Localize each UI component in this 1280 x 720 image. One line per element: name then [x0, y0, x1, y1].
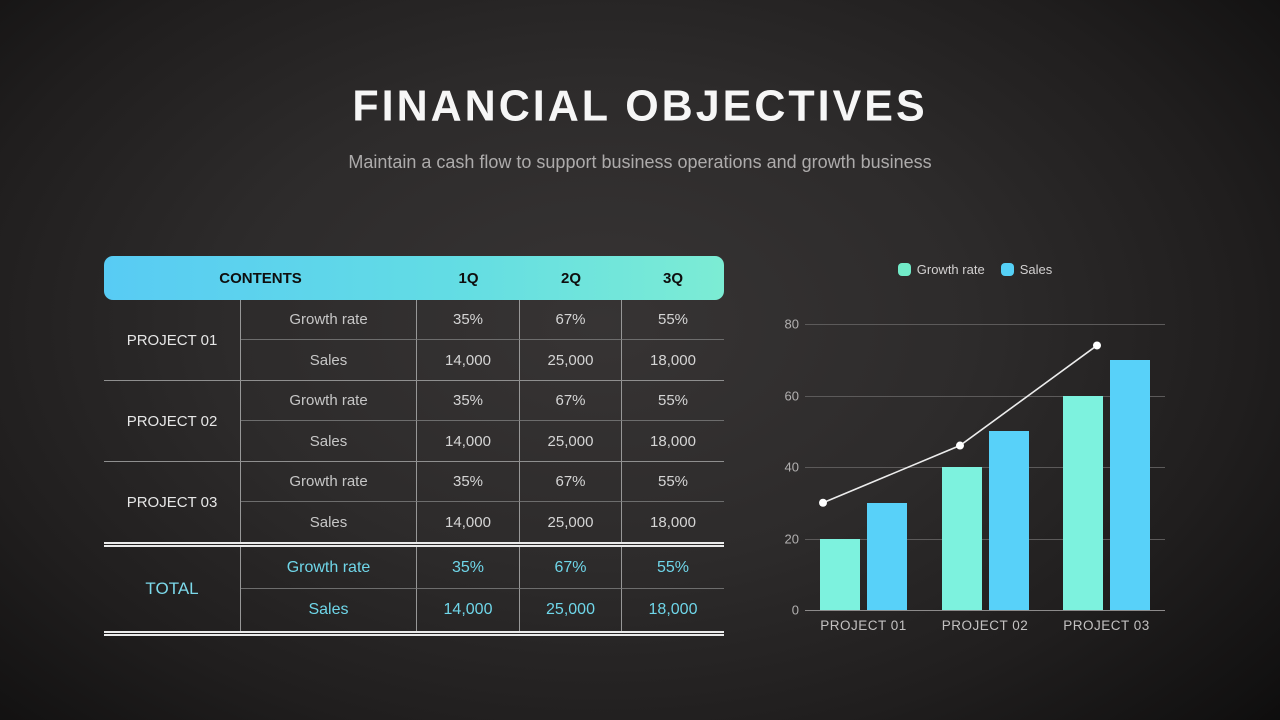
bar-growth-rate-2 [1063, 395, 1103, 610]
legend-item-growth-rate: Growth rate [897, 262, 985, 277]
legend-item-sales: Sales [1000, 262, 1053, 277]
growth-2q: 67% [520, 381, 622, 421]
sales-1q: 14,000 [417, 340, 520, 380]
legend-label: Sales [1019, 262, 1053, 277]
chart-legend: Growth rate Sales [780, 262, 1170, 277]
gridline-y80 [805, 324, 1165, 325]
sales-2q: 25,000 [520, 502, 622, 542]
growth-3q: 55% [622, 462, 724, 502]
table-group-project-01: PROJECT 01 Growth rate 35% 67% 55% Sales… [104, 300, 724, 381]
total-row-label-growth: Growth rate [241, 547, 417, 589]
sales-3q: 18,000 [650, 351, 696, 369]
total-name: TOTAL [104, 547, 241, 631]
slide-subtitle: Maintain a cash flow to support business… [348, 152, 932, 172]
gridline-y60 [805, 395, 1165, 397]
table-header-row: CONTENTS 1Q 2Q 3Q [104, 256, 724, 300]
header-q3: 3Q [662, 269, 683, 287]
trend-point-1 [956, 441, 964, 450]
y-axis-tick-0: 0 [791, 602, 799, 618]
growth-3q: 55% [622, 300, 724, 340]
sales-1q: 14,000 [417, 502, 520, 542]
project-name: PROJECT 01 [104, 300, 241, 380]
sales-3q: 18,000 [650, 432, 696, 450]
trend-point-0 [819, 498, 827, 507]
row-label-growth: Growth rate [241, 462, 417, 502]
row-label-sales: Sales [241, 421, 417, 461]
x-axis-label-2: PROJECT 03 [1063, 618, 1150, 633]
y-axis-tick-20: 20 [784, 531, 799, 546]
trend-line [819, 341, 1101, 507]
total-growth-2q: 67% [520, 547, 622, 589]
project-name: PROJECT 03 [104, 462, 241, 542]
sales-swatch-icon [1000, 263, 1014, 276]
y-axis-tick-60: 60 [784, 388, 799, 403]
x-axis-label-1: PROJECT 02 [941, 618, 1029, 633]
growth-1q: 35% [417, 381, 520, 421]
growth-2q: 67% [520, 462, 622, 502]
bar-growth-rate-1 [941, 467, 982, 610]
row-label-growth: Growth rate [241, 381, 417, 421]
bar-sales-1 [988, 431, 1029, 610]
x-axis-label-0: PROJECT 01 [820, 618, 907, 633]
total-growth-3q: 55% [622, 547, 724, 589]
sales-2q: 25,000 [520, 340, 622, 380]
header-q2: 2Q [560, 269, 581, 287]
total-sales-2q: 25,000 [520, 589, 622, 631]
total-growth-1q: 35% [417, 547, 520, 589]
y-axis-tick-40: 40 [784, 459, 799, 475]
bar-sales-2 [1110, 359, 1150, 610]
bar-growth-rate-0 [820, 538, 860, 610]
total-row-label-sales: Sales [241, 589, 417, 631]
y-axis-tick-80: 80 [784, 316, 799, 332]
row-label-growth: Growth rate [241, 300, 417, 340]
header-contents: CONTENTS [219, 269, 302, 287]
growth-1q: 35% [417, 300, 520, 340]
sales-2q: 25,000 [520, 421, 622, 461]
growth-3q: 55% [622, 381, 724, 421]
financial-table: CONTENTS 1Q 2Q 3Q PROJECT 01 Growth rate… [104, 256, 724, 636]
table-group-project-03: PROJECT 03 Growth rate 35% 67% 55% Sales… [104, 462, 724, 542]
project-name: PROJECT 02 [104, 381, 241, 461]
combo-chart: Growth rate Sales 0 20 40 60 80 PROJECT 01 PRO… [780, 258, 1180, 650]
total-sales-1q: 14,000 [417, 589, 520, 631]
slide-title: FINANCIAL OBJECTIVES [352, 81, 928, 131]
total-sales-3q: 18,000 [648, 601, 698, 618]
row-label-sales: Sales [241, 502, 417, 542]
gridline-y40 [805, 467, 1165, 468]
table-group-total: TOTAL Growth rate 35% 67% 55% Sales 14,0… [104, 542, 724, 636]
sales-3q: 18,000 [650, 513, 696, 531]
growth-2q: 67% [520, 300, 622, 340]
sales-1q: 14,000 [417, 421, 520, 461]
bar-sales-0 [867, 502, 907, 610]
gridline-y0 [805, 610, 1165, 611]
row-label-sales: Sales [241, 340, 417, 380]
growth-1q: 35% [417, 462, 520, 502]
chart-plot: 0 20 40 60 80 PROJECT 01 PROJECT 02 PROJECT 03 [785, 317, 1165, 633]
gridline-y20 [805, 538, 1165, 540]
growth-rate-swatch-icon [897, 263, 911, 276]
table-group-project-02: PROJECT 02 Growth rate 35% 67% 55% Sales… [104, 381, 724, 462]
legend-label: Growth rate [916, 262, 985, 277]
trend-point-2 [1093, 341, 1101, 350]
header-q1: 1Q [458, 269, 479, 287]
